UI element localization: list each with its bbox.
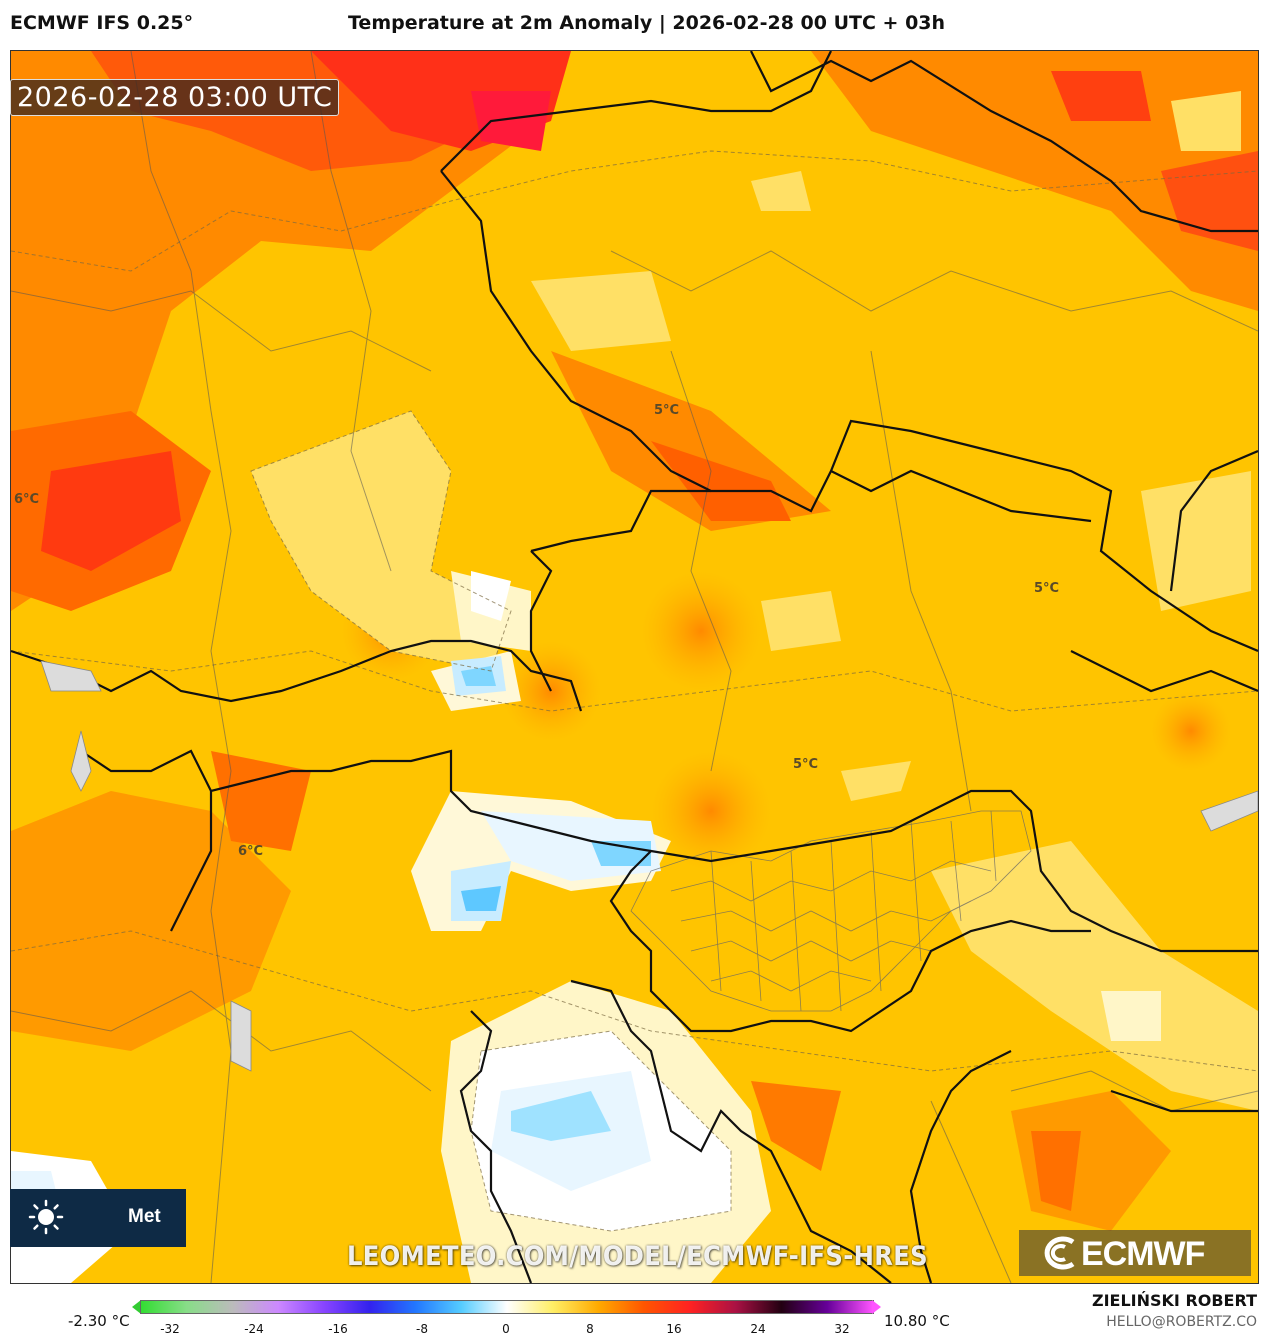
colorbar-tick-label: 32 — [834, 1322, 850, 1336]
map-canvas — [11, 51, 1258, 1283]
ecmwf-logo: ECMWF — [1019, 1230, 1251, 1276]
colorbar-tick-label: 16 — [666, 1322, 682, 1336]
logo-text: Met — [128, 1206, 161, 1227]
model-name: ECMWF IFS 0.25° — [10, 12, 194, 34]
colorbar-tick-label: 24 — [750, 1322, 766, 1336]
legend-min-value: -2.30 °C — [68, 1312, 130, 1330]
colorbar-tick-label: 0 — [502, 1322, 510, 1336]
ecmwf-swirl-icon — [1044, 1236, 1075, 1270]
contour-label: 5°C — [793, 757, 819, 772]
contour-label: 5°C — [654, 403, 680, 418]
colorbar-tick-label: -32 — [160, 1322, 180, 1336]
chart-title: Temperature at 2m Anomaly | 2026-02-28 0… — [348, 12, 946, 34]
colorbar-tick-label: -24 — [244, 1322, 264, 1336]
contour-label: 6°C — [14, 492, 40, 507]
contour-label: 6°C — [238, 844, 264, 859]
colorbar-tick-label: -16 — [328, 1322, 348, 1336]
colorbar — [140, 1300, 874, 1314]
leometeo-logo: Met — [10, 1189, 186, 1247]
colorbar-left-arrow — [132, 1300, 141, 1314]
anomaly-map — [10, 50, 1259, 1284]
source-watermark: LEOMETEO.COM/MODEL/ECMWF-IFS-HRES — [347, 1241, 928, 1272]
valid-time-badge: 2026-02-28 03:00 UTC — [10, 79, 340, 116]
author-email: HELLO@ROBERTZ.CO — [1106, 1314, 1257, 1330]
author-name: ZIELIŃSKI ROBERT — [1091, 1291, 1257, 1310]
ecmwf-text: ECMWF — [1081, 1235, 1205, 1273]
contour-label: 5°C — [1034, 581, 1060, 596]
sun-icon — [28, 1199, 64, 1235]
colorbar-right-arrow — [872, 1300, 881, 1314]
colorbar-tick-label: -8 — [416, 1322, 428, 1336]
legend-max-value: 10.80 °C — [884, 1312, 950, 1330]
colorbar-tick-label: 8 — [586, 1322, 594, 1336]
